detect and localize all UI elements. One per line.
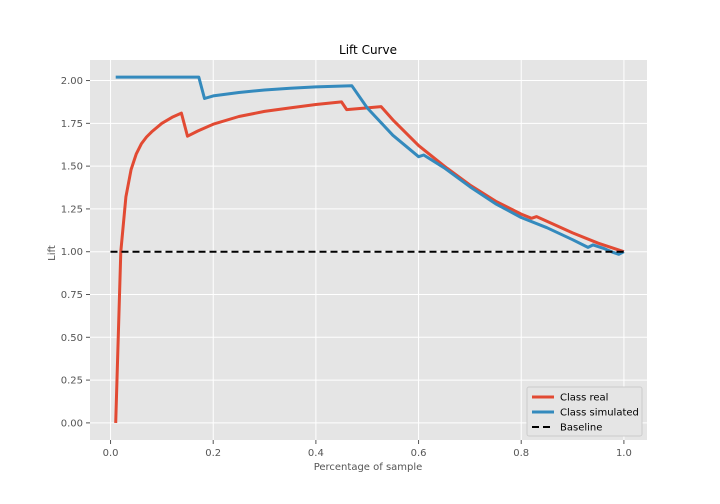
series-layer [110, 75, 625, 423]
y-tick-label: 0.75 [61, 290, 83, 301]
x-tick-label: 1.0 [616, 448, 632, 459]
y-axis-label: Lift [47, 245, 58, 261]
y-tick-label: 1.50 [61, 162, 83, 173]
x-axis-ticks: 0.0 0.2 0.4 0.6 0.8 1.0 [103, 440, 632, 459]
legend-label: Class simulated [560, 408, 639, 419]
series-line-class-simulated [115, 75, 625, 256]
x-tick-label: 0.4 [308, 448, 324, 459]
y-tick-label: 2.00 [61, 76, 83, 87]
legend-label: Baseline [560, 423, 602, 434]
y-tick-label: 0.25 [61, 376, 83, 387]
y-tick-label: 0.00 [61, 418, 83, 429]
legend-label: Class real [560, 393, 608, 404]
legend-box [526, 386, 643, 437]
y-tick-label: 1.25 [61, 204, 83, 215]
x-axis-label: Percentage of sample [314, 462, 423, 473]
y-tick-label: 1.00 [61, 247, 83, 258]
x-tick-label: 0.8 [513, 448, 529, 459]
legend: Class real Class simulated Baseline [526, 386, 643, 437]
series-line-class-real [114, 100, 625, 423]
x-tick-label: 0.2 [205, 448, 221, 459]
y-tick-label: 0.50 [61, 333, 83, 344]
x-tick-label: 0.0 [103, 448, 119, 459]
chart-title: Lift Curve [339, 43, 397, 57]
x-tick-label: 0.6 [411, 448, 427, 459]
y-axis-ticks: 0.00 0.25 0.50 0.75 1.00 1.25 1.50 1.75 2.00 [61, 76, 90, 429]
y-tick-label: 1.75 [61, 119, 83, 130]
